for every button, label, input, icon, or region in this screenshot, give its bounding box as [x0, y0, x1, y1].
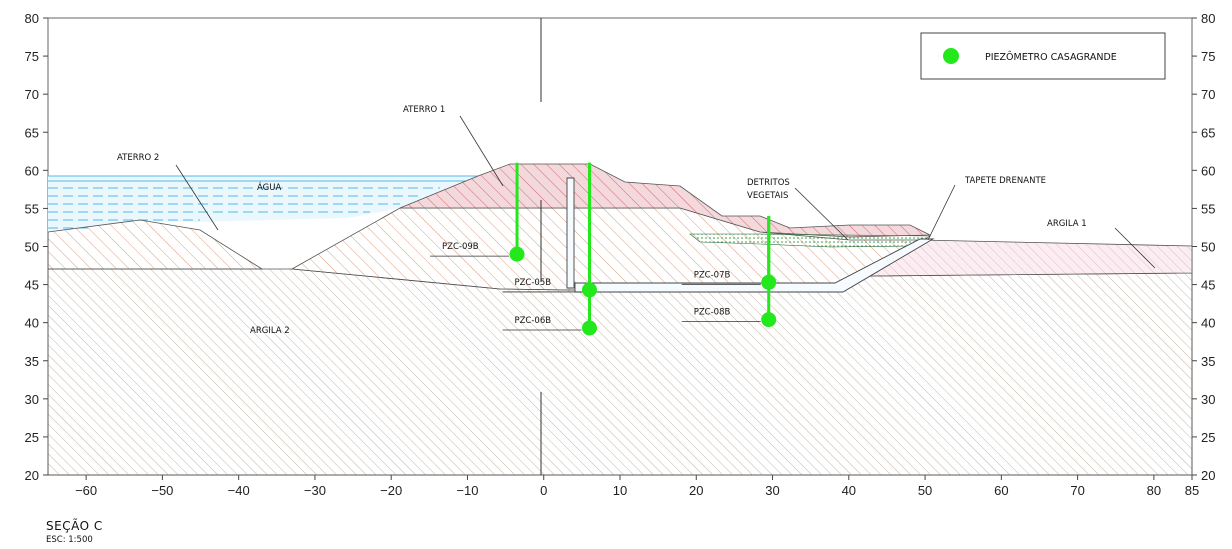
- y-tick-label-left: 25: [25, 430, 39, 445]
- y-tick-label-right: 25: [1201, 430, 1215, 445]
- label-aterro1: ATERRO 1: [403, 105, 445, 115]
- label-aterro2: ATERRO 2: [117, 153, 159, 163]
- y-tick-label-left: 80: [25, 11, 39, 26]
- y-tick-label-left: 45: [25, 278, 39, 293]
- piezometer-tip: [761, 312, 777, 328]
- legend-box: [920, 32, 1166, 80]
- legend: PIEZÔMETRO CASAGRANDE: [920, 32, 1166, 80]
- y-tick-label-right: 70: [1201, 87, 1215, 102]
- y-tick-label-right: 55: [1201, 201, 1215, 216]
- piezometer-label: PZC-08B: [694, 308, 731, 318]
- vertical-drain: [566, 177, 575, 289]
- water-lines: [48, 175, 478, 229]
- y-tick-label-left: 65: [25, 125, 39, 140]
- section-title: SEÇÃO C: [46, 519, 103, 533]
- y-tick-label-right: 40: [1201, 316, 1215, 331]
- y-tick-label-left: 30: [25, 392, 39, 407]
- y-tick-label-left: 40: [25, 316, 39, 331]
- y-tick-label-left: 35: [25, 354, 39, 369]
- x-tick-label: −60: [75, 483, 97, 498]
- piezometer-tip: [581, 320, 597, 336]
- x-tick-label: 20: [689, 483, 703, 498]
- y-tick-label-left: 75: [25, 49, 39, 64]
- piezometer-label: PZC-09B: [442, 242, 479, 252]
- label-argila2: ARGILA 2: [250, 326, 290, 336]
- label-tapete-drenante: TAPETE DRENANTE: [964, 176, 1046, 186]
- y-tick-label-left: 20: [25, 468, 39, 483]
- y-tick-label-right: 20: [1201, 468, 1215, 483]
- x-tick-label: 30: [765, 483, 779, 498]
- label-argila1: ARGILA 1: [1047, 219, 1087, 229]
- y-tick-label-left: 70: [25, 87, 39, 102]
- x-tick-label: 70: [1070, 483, 1084, 498]
- section-scale: ESC: 1:500: [46, 535, 93, 545]
- x-tick-label: −20: [380, 483, 402, 498]
- y-tick-label-right: 75: [1201, 49, 1215, 64]
- x-tick-label: −50: [151, 483, 173, 498]
- y-axis-ticks-right: 20 25 30 35 40 45 50 55 60 65 70 75 80: [1192, 11, 1215, 483]
- x-tick-label: 10: [613, 483, 627, 498]
- label-detritos-2: VEGETAIS: [747, 191, 788, 201]
- x-tick-label: 85: [1185, 483, 1199, 498]
- x-tick-label: 50: [918, 483, 932, 498]
- argila2-layer: [47, 268, 1193, 476]
- y-tick-label-right: 30: [1201, 392, 1215, 407]
- piezometer-label: PZC-06B: [514, 316, 551, 326]
- y-tick-label-right: 65: [1201, 125, 1215, 140]
- piezometer-group: PZC-09B PZC-05B PZC-06B PZC-07B PZC-08B: [430, 162, 777, 336]
- x-tick-label: −30: [304, 483, 326, 498]
- y-tick-label-right: 60: [1201, 163, 1215, 178]
- x-tick-label: −10: [456, 483, 478, 498]
- x-tick-label: 60: [994, 483, 1008, 498]
- label-agua: ÁGUA: [257, 181, 281, 193]
- y-tick-label-right: 50: [1201, 240, 1215, 255]
- piezometer-label: PZC-07B: [694, 270, 731, 280]
- legend-piezometer-marker: [943, 48, 959, 64]
- x-tick-label: 40: [842, 483, 856, 498]
- piezometer-tip: [509, 246, 525, 262]
- detritos-layer: [689, 233, 931, 248]
- x-tick-label: 80: [1147, 483, 1161, 498]
- y-tick-label-right: 35: [1201, 354, 1215, 369]
- legend-label: PIEZÔMETRO CASAGRANDE: [985, 51, 1117, 63]
- label-detritos-1: DETRITOS: [747, 178, 790, 188]
- y-tick-label-left: 50: [25, 240, 39, 255]
- x-tick-label: 0: [540, 483, 547, 498]
- aterro2-layer: [47, 219, 264, 270]
- y-axis-ticks-left: 20 25 30 35 40 45 50 55 60 65 70 75 80: [25, 11, 48, 483]
- y-tick-label-left: 60: [25, 163, 39, 178]
- leader-lines: [175, 115, 1156, 269]
- piezometer-label: PZC-05B: [514, 278, 551, 288]
- y-tick-label-right: 80: [1201, 11, 1215, 26]
- x-tick-label: −40: [228, 483, 250, 498]
- y-tick-label-left: 55: [25, 201, 39, 216]
- y-tick-label-right: 45: [1201, 278, 1215, 293]
- x-axis-ticks: −60 −50 −40 −30 −20 −10 0 10 20 30 40 50 60 70 80 85: [75, 475, 1199, 498]
